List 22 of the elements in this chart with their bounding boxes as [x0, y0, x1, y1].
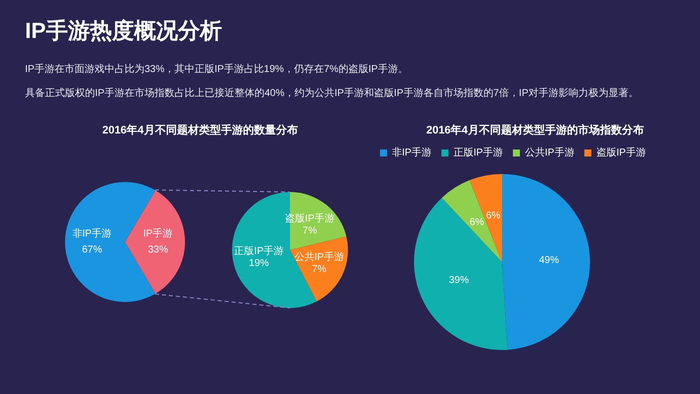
slice-label: IP手游 [143, 228, 173, 240]
text: IP手游在市面游戏中占比为33%，其中正版IP手游占比19%，仍存在7%的盗版IP手游。 [25, 62, 408, 76]
data-label: 49% [538, 255, 560, 266]
data-label: 67% [82, 244, 102, 256]
text: IP手游热度概况分析 [25, 17, 222, 45]
text: 具备正式版权的IP手游在市场指数占比上已接近整体的40%，约为公共IP手游和盗版IP手游各自市场指数的7倍，IP对手游影响力极为显著。 [25, 86, 638, 100]
legend-label: 正版IP手游 [453, 146, 503, 158]
legend-label: 盗版IP手游 [596, 146, 646, 158]
data-label: 33% [148, 244, 168, 256]
chart-title: 2016年4月不同题材类型手游的市场指数分布 [426, 124, 644, 136]
legend-label: 公共IP手游 [524, 146, 574, 158]
data-label: 6% [470, 216, 484, 228]
data-label: 7% [312, 264, 326, 275]
data-label: 7% [302, 225, 318, 236]
slice-label: 正版IP手游 [234, 245, 284, 258]
legend-label: 非IP手游 [392, 146, 432, 158]
chart-title: 2016年4月不同题材类型手游的数量分布 [102, 124, 298, 136]
data-label: 39% [448, 275, 469, 286]
slice-label: 非IP手游 [72, 228, 112, 240]
data-label: 6% [486, 210, 501, 222]
data-label: 19% [248, 258, 270, 270]
slice-label: 公共IP手游 [294, 250, 344, 263]
